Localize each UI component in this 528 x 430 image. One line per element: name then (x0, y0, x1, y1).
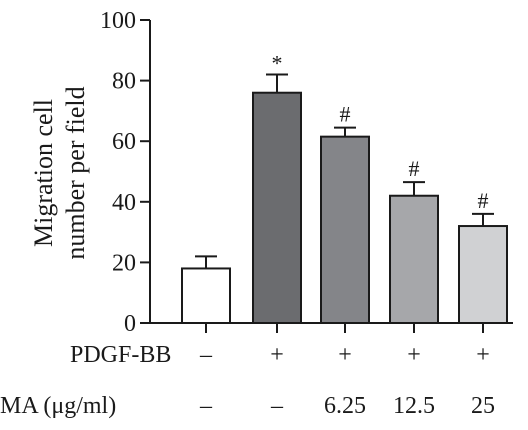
y-tick-label: 100 (100, 8, 136, 34)
bar (181, 267, 231, 324)
significance-label: # (340, 102, 351, 127)
condition-value: 25 (471, 393, 495, 419)
significance-label: # (409, 156, 420, 181)
bar (458, 225, 508, 324)
y-tick-label: 0 (124, 311, 136, 337)
condition-value: 6.25 (324, 393, 366, 419)
significance-label: # (478, 188, 489, 213)
condition-value: + (338, 342, 352, 368)
condition-value: + (476, 342, 490, 368)
bar-series (181, 91, 508, 325)
y-axis-title-line-2: number per field (61, 86, 90, 259)
significance-label: * (272, 51, 283, 76)
bar (320, 135, 370, 324)
condition-row-label-pdgf: PDGF-BB (70, 342, 171, 368)
y-tick-label: 60 (112, 129, 136, 155)
y-tick-label: 40 (112, 190, 136, 216)
condition-value: + (270, 342, 284, 368)
y-axis: 0 20 40 60 80 100 (100, 8, 151, 337)
error-bars (195, 73, 494, 269)
condition-value: 12.5 (393, 393, 435, 419)
condition-value: – (270, 393, 284, 419)
y-axis-title: Migration cell number per field (29, 86, 90, 259)
y-axis-title-line-1: Migration cell (29, 99, 58, 247)
condition-table: PDGF-BB MA (μg/ml) – + + + + – – 6.25 12.5 25 (0, 342, 495, 419)
y-tick-label: 20 (112, 250, 136, 276)
condition-value: – (199, 342, 213, 368)
y-tick-label: 80 (112, 69, 136, 95)
condition-row-label-ma: MA (μg/ml) (0, 393, 116, 419)
x-axis (150, 322, 513, 333)
bar (389, 194, 439, 325)
significance-labels: * # # # (272, 51, 489, 213)
condition-value: + (407, 342, 421, 368)
condition-value: – (199, 393, 213, 419)
bar (252, 91, 302, 324)
